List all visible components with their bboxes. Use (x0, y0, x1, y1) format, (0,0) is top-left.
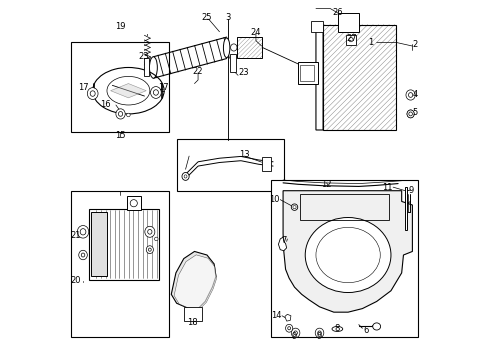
Ellipse shape (407, 93, 412, 97)
Ellipse shape (130, 200, 137, 207)
Ellipse shape (146, 246, 153, 253)
Text: 21: 21 (70, 231, 81, 240)
Ellipse shape (406, 110, 413, 118)
Ellipse shape (126, 113, 130, 117)
Ellipse shape (79, 250, 87, 260)
Bar (71, 191, 169, 337)
Ellipse shape (223, 38, 229, 58)
Bar (323, 24, 395, 130)
Ellipse shape (77, 225, 88, 238)
Bar (237, 37, 262, 58)
Ellipse shape (291, 204, 297, 210)
Ellipse shape (285, 324, 292, 332)
Text: 14: 14 (270, 311, 281, 320)
Bar (89, 208, 159, 280)
Ellipse shape (80, 229, 86, 235)
Polygon shape (278, 237, 286, 251)
Ellipse shape (230, 44, 237, 51)
Ellipse shape (408, 112, 411, 116)
Text: 15: 15 (115, 131, 125, 140)
Text: 27: 27 (346, 35, 356, 44)
Text: 4: 4 (411, 90, 417, 99)
Ellipse shape (87, 87, 98, 99)
Ellipse shape (408, 112, 411, 116)
Text: 12: 12 (321, 180, 331, 189)
Ellipse shape (116, 109, 125, 119)
Bar (91, 212, 107, 276)
Text: 6: 6 (363, 325, 368, 334)
Text: 23: 23 (238, 68, 248, 77)
Text: 25: 25 (201, 13, 211, 22)
Text: 9: 9 (291, 332, 297, 341)
Polygon shape (315, 24, 323, 130)
Ellipse shape (263, 158, 268, 170)
Ellipse shape (144, 226, 155, 237)
Text: 8: 8 (334, 324, 339, 333)
Bar (126, 196, 141, 210)
Bar (183, 307, 201, 321)
Text: 16: 16 (100, 100, 110, 109)
Text: 9: 9 (316, 332, 322, 341)
Bar (271, 180, 417, 337)
Bar (230, 54, 235, 72)
Bar (176, 139, 283, 191)
Text: 24: 24 (250, 28, 261, 37)
Bar (261, 157, 270, 171)
Ellipse shape (149, 57, 157, 78)
Text: 23: 23 (138, 52, 148, 61)
Text: 17: 17 (158, 83, 168, 92)
Text: 10: 10 (268, 195, 279, 204)
Ellipse shape (372, 323, 380, 330)
Ellipse shape (331, 327, 342, 332)
Ellipse shape (184, 175, 186, 178)
Text: 22: 22 (192, 67, 203, 76)
Bar (299, 65, 313, 81)
Ellipse shape (291, 328, 299, 338)
Polygon shape (171, 251, 216, 309)
Text: 3: 3 (225, 13, 231, 22)
Ellipse shape (293, 331, 297, 335)
Ellipse shape (348, 37, 352, 42)
Polygon shape (174, 255, 216, 309)
Bar (345, 35, 356, 45)
Ellipse shape (147, 229, 152, 234)
Polygon shape (285, 314, 290, 321)
Ellipse shape (315, 328, 323, 338)
Text: 26: 26 (332, 8, 343, 17)
Text: 5: 5 (411, 108, 417, 117)
Text: 1: 1 (368, 38, 373, 47)
Text: 17: 17 (78, 83, 88, 92)
Ellipse shape (148, 248, 151, 251)
Ellipse shape (292, 206, 296, 209)
Bar (310, 21, 323, 32)
Ellipse shape (90, 91, 95, 96)
Text: 18: 18 (187, 318, 198, 327)
Bar (71, 42, 169, 132)
Polygon shape (283, 191, 411, 312)
Ellipse shape (406, 110, 413, 118)
Text: 9: 9 (408, 186, 413, 195)
Bar (143, 58, 149, 76)
Ellipse shape (405, 90, 414, 100)
Ellipse shape (118, 112, 122, 116)
Ellipse shape (182, 172, 189, 180)
Ellipse shape (154, 237, 158, 241)
Bar (298, 62, 317, 84)
Text: 7: 7 (280, 236, 285, 245)
Ellipse shape (287, 327, 290, 330)
Text: 20: 20 (70, 275, 81, 284)
Ellipse shape (81, 253, 84, 257)
Text: 13: 13 (239, 150, 249, 159)
Ellipse shape (305, 217, 390, 293)
Bar (337, 13, 358, 32)
Text: 11: 11 (382, 183, 392, 192)
Text: 2: 2 (411, 40, 417, 49)
Ellipse shape (317, 331, 321, 335)
Bar (299, 194, 388, 220)
Ellipse shape (153, 90, 158, 95)
Ellipse shape (150, 87, 161, 98)
Polygon shape (110, 84, 146, 98)
Bar (404, 187, 407, 230)
Text: 19: 19 (115, 22, 125, 31)
